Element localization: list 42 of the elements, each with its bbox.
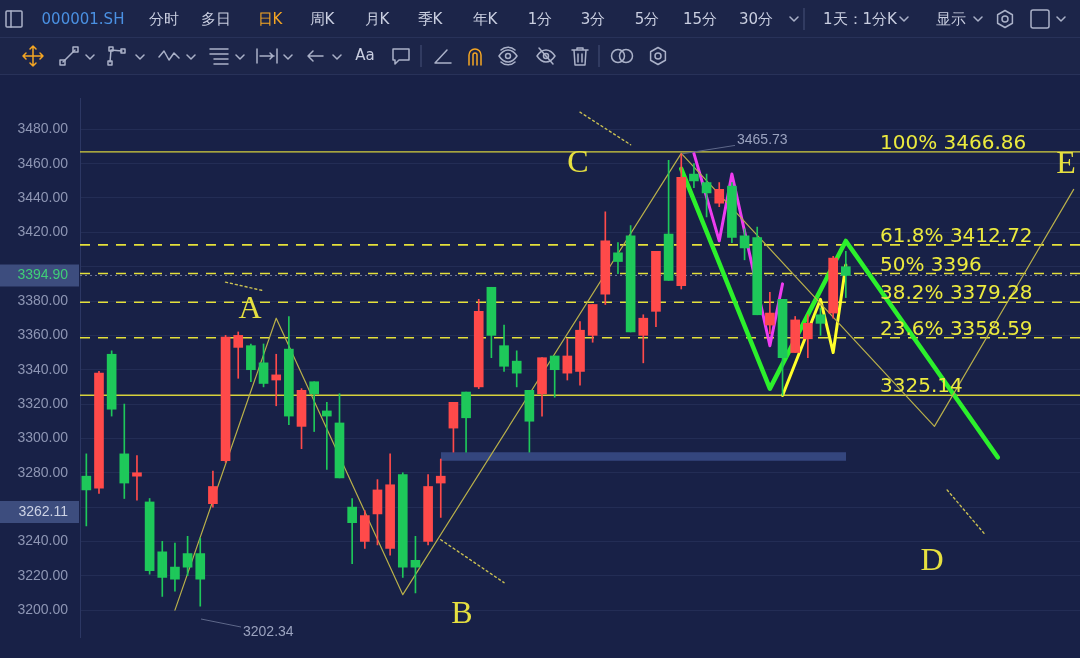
text: 15分	[682, 9, 718, 29]
y-tick-label: 3320.00	[17, 394, 69, 411]
annotation: A	[238, 289, 262, 326]
y-tick-label: 3280.00	[17, 463, 69, 480]
y-tick-label: 3380.00	[17, 291, 69, 308]
text: 3262.11	[18, 502, 69, 519]
ref-line-label: 3394.90	[17, 266, 69, 283]
text: 日K	[257, 9, 283, 29]
ref-line-label: 50% 3396	[880, 251, 982, 276]
annotation: D	[920, 541, 944, 578]
y-tick-label: 3200.00	[17, 600, 69, 617]
annotation: B	[451, 594, 473, 631]
annotation: C	[567, 143, 589, 180]
text: 季K	[417, 9, 443, 29]
text: 分时	[149, 9, 179, 29]
ref-line-label: 100% 3466.86	[880, 130, 1027, 155]
y-tick-label: 3480.00	[17, 120, 69, 137]
y-tick-label: 3420.00	[17, 223, 69, 240]
text: 5分	[634, 9, 660, 29]
y-tick-label: 3220.00	[17, 566, 69, 583]
annotation: 3202.34	[243, 622, 294, 639]
y-tick-label: 3240.00	[17, 532, 69, 549]
y-tick-label: 3340.00	[17, 360, 69, 377]
text: 多日	[201, 9, 231, 29]
y-tick-label: 3460.00	[17, 154, 69, 171]
candlestick	[132, 455, 142, 501]
text: Aa	[355, 45, 375, 65]
y-tick-label: 3440.00	[17, 188, 69, 205]
y-tick-label: 3300.00	[17, 429, 69, 446]
text: 周K	[309, 9, 335, 29]
text: 1分	[527, 9, 553, 29]
annotation: 3465.73	[737, 130, 788, 147]
text: 30分	[738, 9, 774, 29]
ref-line-label: 61.8% 3412.72	[880, 223, 1033, 248]
text: 显示	[936, 9, 966, 29]
annotation: E	[1056, 144, 1076, 181]
y-tick-label: 3360.00	[17, 326, 69, 343]
text: 1天：1分K	[823, 9, 897, 29]
text: 年K	[472, 9, 498, 29]
text: 月K	[364, 9, 390, 29]
text: 3分	[580, 9, 606, 29]
chart-title: 000001.SH	[41, 9, 125, 29]
